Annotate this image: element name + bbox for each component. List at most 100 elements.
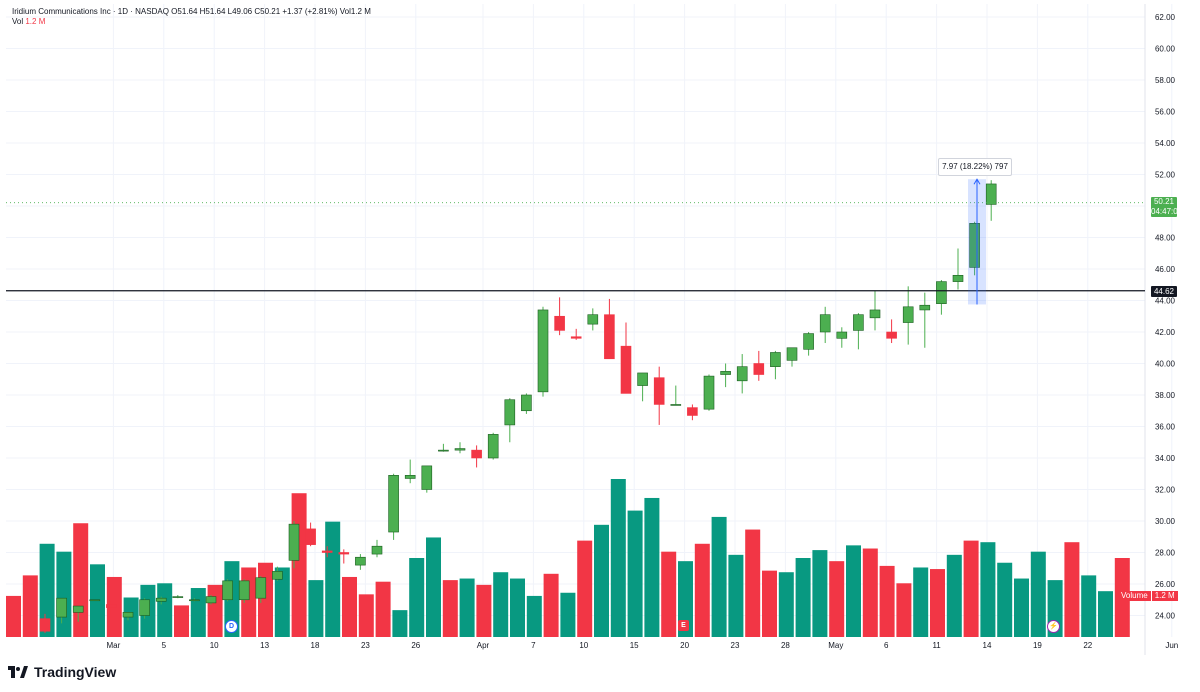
time-tick-label: 26 bbox=[411, 641, 420, 650]
lightning-icon[interactable]: ⚡ bbox=[1047, 620, 1060, 633]
candle-body bbox=[288, 523, 300, 561]
volume-axis-value: 1.2 M bbox=[1151, 591, 1178, 601]
time-tick-label: 5 bbox=[162, 641, 167, 650]
volume-legend-value: 1.2 M bbox=[25, 17, 46, 26]
candle-body bbox=[803, 333, 814, 350]
time-tick-label: 13 bbox=[260, 641, 269, 650]
volume-bar bbox=[426, 537, 441, 637]
volume-bar bbox=[1064, 542, 1080, 637]
candle-body bbox=[305, 528, 316, 545]
candle-body bbox=[89, 599, 101, 602]
time-tick-label: 11 bbox=[932, 641, 941, 650]
price-tick-label: 60.00 bbox=[1155, 45, 1176, 54]
volume-legend: Vol 1.2 M bbox=[12, 17, 45, 26]
volume-bar bbox=[728, 554, 744, 637]
price-tick-label: 56.00 bbox=[1155, 108, 1176, 117]
time-tick-label: 7 bbox=[531, 641, 536, 650]
candle-body bbox=[786, 347, 798, 361]
candle-body bbox=[222, 580, 233, 601]
candle-body bbox=[72, 605, 84, 613]
price-tick-label: 54.00 bbox=[1155, 139, 1176, 148]
volume-bar bbox=[157, 583, 173, 637]
measure-arrowhead bbox=[973, 178, 981, 185]
volume-bar bbox=[375, 581, 391, 637]
candle-body bbox=[703, 375, 715, 410]
candle-body bbox=[421, 465, 433, 490]
symbol-header: Iridium Communications Inc · 1D · NASDAQ… bbox=[12, 6, 371, 18]
time-tick-label: May bbox=[828, 641, 843, 650]
volume-bar bbox=[627, 510, 643, 637]
volume-bar bbox=[459, 578, 475, 637]
candle-body bbox=[537, 309, 549, 393]
volume-bar bbox=[930, 569, 945, 637]
tradingview-logo-icon bbox=[8, 666, 28, 678]
volume-bar bbox=[510, 578, 525, 637]
volume-bar bbox=[745, 529, 761, 637]
volume-bar bbox=[207, 584, 223, 637]
price-tick-label: 34.00 bbox=[1155, 454, 1176, 463]
candle-body bbox=[687, 407, 698, 416]
volume-bar bbox=[526, 595, 542, 637]
brand-footer[interactable]: TradingView bbox=[8, 664, 116, 680]
candle-body bbox=[604, 314, 615, 360]
time-tick-label: 19 bbox=[1033, 641, 1042, 650]
chart-grid bbox=[6, 4, 1173, 655]
volume-bar bbox=[829, 561, 845, 637]
volume-bar bbox=[493, 572, 509, 637]
candle-body bbox=[39, 618, 51, 632]
volume-bar bbox=[22, 575, 38, 637]
volume-bar bbox=[56, 551, 72, 637]
dividend-icon[interactable]: D bbox=[225, 620, 238, 633]
price-tick-label: 52.00 bbox=[1155, 171, 1176, 180]
volume-bar bbox=[476, 584, 492, 637]
candle-body bbox=[122, 612, 134, 618]
horizontal-line-price-tag[interactable]: 44.62 bbox=[1151, 286, 1177, 297]
time-tick-label: 10 bbox=[579, 641, 588, 650]
candle-body bbox=[637, 372, 648, 386]
volume-bar bbox=[577, 540, 593, 637]
symbol-title[interactable]: Iridium Communications Inc · 1D · NASDAQ bbox=[12, 7, 169, 16]
candle-body bbox=[985, 183, 997, 205]
volume-bar bbox=[274, 567, 290, 637]
candle-body bbox=[255, 577, 267, 599]
time-tick-label: 22 bbox=[1083, 641, 1092, 650]
price-tick-label: 32.00 bbox=[1155, 486, 1176, 495]
price-tick-label: 28.00 bbox=[1155, 549, 1176, 558]
time-axis[interactable]: Mar 5 10 13 18 23 26 Apr 7 10 15 20 23 28 May 6 11 14 19 22… bbox=[107, 641, 1179, 650]
candlesticks bbox=[39, 180, 997, 633]
volume-bar bbox=[442, 580, 458, 637]
time-tick-label: Mar bbox=[107, 641, 121, 650]
candle-body bbox=[56, 597, 67, 618]
volume-axis-tag: Volume 1.2 M bbox=[1118, 591, 1179, 601]
time-tick-label: 10 bbox=[210, 641, 219, 650]
volume-legend-label: Vol bbox=[12, 17, 24, 26]
candle-body bbox=[770, 352, 781, 367]
candle-body bbox=[272, 571, 283, 580]
volume-bar bbox=[543, 573, 559, 637]
earnings-icon[interactable]: E bbox=[678, 620, 689, 631]
volume-bar bbox=[560, 592, 576, 637]
candle-body bbox=[620, 345, 632, 394]
candle-body bbox=[853, 314, 864, 331]
candle-body bbox=[554, 315, 565, 331]
candle-body bbox=[471, 449, 482, 459]
volume-bar bbox=[879, 565, 895, 637]
volume-bar bbox=[258, 562, 273, 637]
volume-bar bbox=[963, 540, 979, 637]
volume-bar bbox=[913, 567, 929, 637]
volume-bar bbox=[190, 588, 206, 637]
volume-bar bbox=[308, 580, 324, 637]
volume-bar bbox=[39, 543, 55, 637]
volume-bar bbox=[174, 605, 189, 637]
price-tick-label: 44.00 bbox=[1155, 297, 1176, 306]
volume-bar bbox=[661, 551, 677, 637]
candle-body bbox=[736, 366, 748, 382]
time-tick-label: Jun bbox=[1165, 641, 1178, 650]
time-tick-label: Apr bbox=[477, 641, 490, 650]
candle-body bbox=[720, 371, 731, 375]
price-axis[interactable]: 62.0060.0058.0056.0054.0052.0050.0048.00… bbox=[1155, 13, 1176, 621]
volume-bar bbox=[342, 576, 357, 637]
volume-bar bbox=[711, 516, 727, 637]
volume-bar bbox=[594, 524, 609, 637]
